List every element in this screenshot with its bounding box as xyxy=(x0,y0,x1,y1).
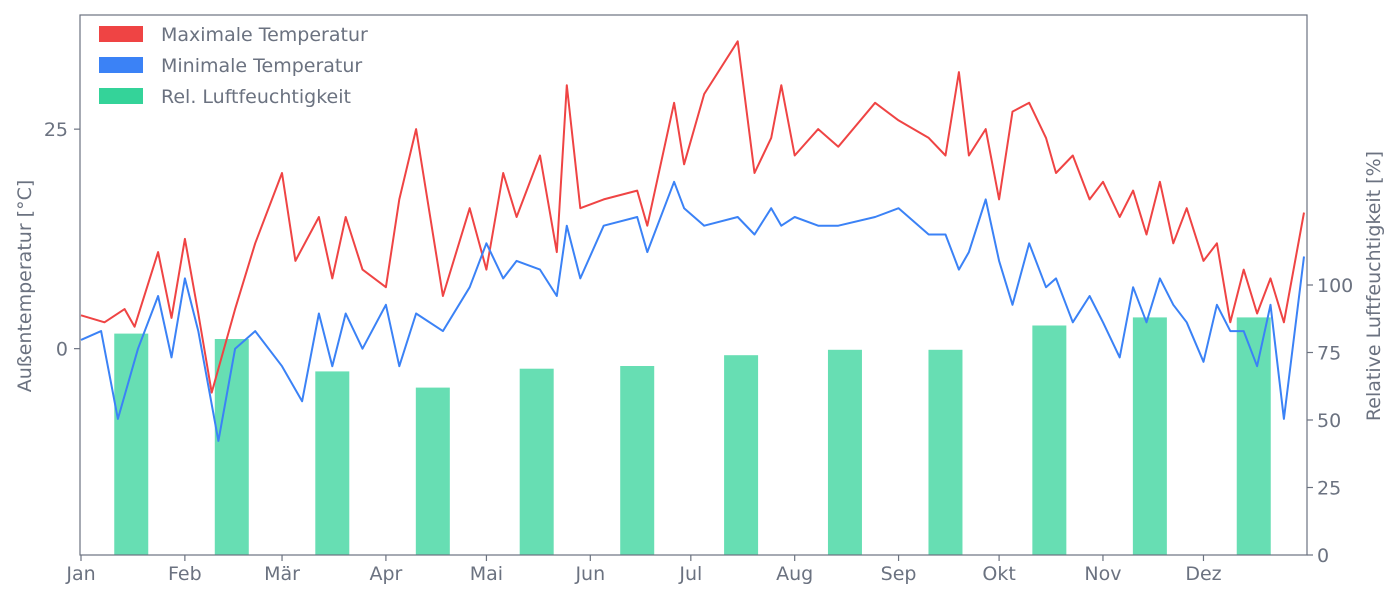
humidity-bar-nov xyxy=(1132,317,1167,555)
legend-label-maximale-temperatur: Maximale Temperatur xyxy=(161,24,368,46)
humidity-bar-jun xyxy=(620,366,655,555)
humidity-bar-apr xyxy=(415,387,450,555)
x-tick-label: Sep xyxy=(881,563,917,585)
y-right-tick-label: 75 xyxy=(1317,343,1341,365)
y-right-tick-label: 50 xyxy=(1317,410,1341,432)
humidity-bar-okt xyxy=(1032,325,1067,555)
humidity-bar-jul xyxy=(724,355,759,555)
x-tick-label: Apr xyxy=(369,563,402,585)
x-tick-label: Mär xyxy=(264,563,300,585)
x-tick-label: Feb xyxy=(168,563,202,585)
x-tick-label: Jul xyxy=(678,563,702,585)
x-tick-label: Dez xyxy=(1185,563,1221,585)
x-tick-label: Aug xyxy=(776,563,813,585)
y-left-tick-label: 0 xyxy=(56,339,68,361)
y-right-tick-label: 100 xyxy=(1317,275,1353,297)
humidity-bar-dez xyxy=(1236,317,1271,555)
y-left-axis-title: Außentemperatur [°C] xyxy=(14,180,36,393)
legend-swatch-rel-luftfeuchtigkeit xyxy=(99,88,143,104)
y-right-axis-title: Relative Luftfeuchtigkeit [%] xyxy=(1363,151,1385,421)
y-left-tick-label: 25 xyxy=(44,119,68,141)
humidity-bar-aug xyxy=(827,349,862,555)
humidity-bar-mai xyxy=(519,368,554,555)
x-tick-label: Nov xyxy=(1084,563,1121,585)
humidity-bar-maer xyxy=(315,371,350,555)
y-right-tick-label: 0 xyxy=(1317,545,1329,567)
minimale-temperatur-line xyxy=(80,180,1305,442)
legend-swatch-minimale-temperatur xyxy=(99,57,143,73)
legend-label-rel-luftfeuchtigkeit: Rel. Luftfeuchtigkeit xyxy=(161,86,351,108)
legend: Maximale Temperatur Minimale Temperatur Re… xyxy=(99,24,368,108)
legend-swatch-maximale-temperatur xyxy=(99,26,143,42)
humidity-bar-sep xyxy=(928,349,963,555)
humidity-bar-feb xyxy=(214,339,249,555)
x-tick-label: Jan xyxy=(65,563,95,585)
legend-label-minimale-temperatur: Minimale Temperatur xyxy=(161,55,362,77)
axes: Jan Feb Mär Apr Mai Jun Jul Aug Sep Okt Nov Dez 0 25 0… xyxy=(44,14,1353,585)
humidity-bar-jan xyxy=(114,333,149,555)
humidity-bars xyxy=(114,317,1271,555)
x-tick-label: Mai xyxy=(470,563,503,585)
temperature-lines xyxy=(80,40,1305,442)
x-tick-label: Okt xyxy=(982,563,1015,585)
x-tick-label: Jun xyxy=(574,563,605,585)
maximale-temperatur-line xyxy=(80,40,1305,394)
y-right-tick-label: 25 xyxy=(1317,478,1341,500)
